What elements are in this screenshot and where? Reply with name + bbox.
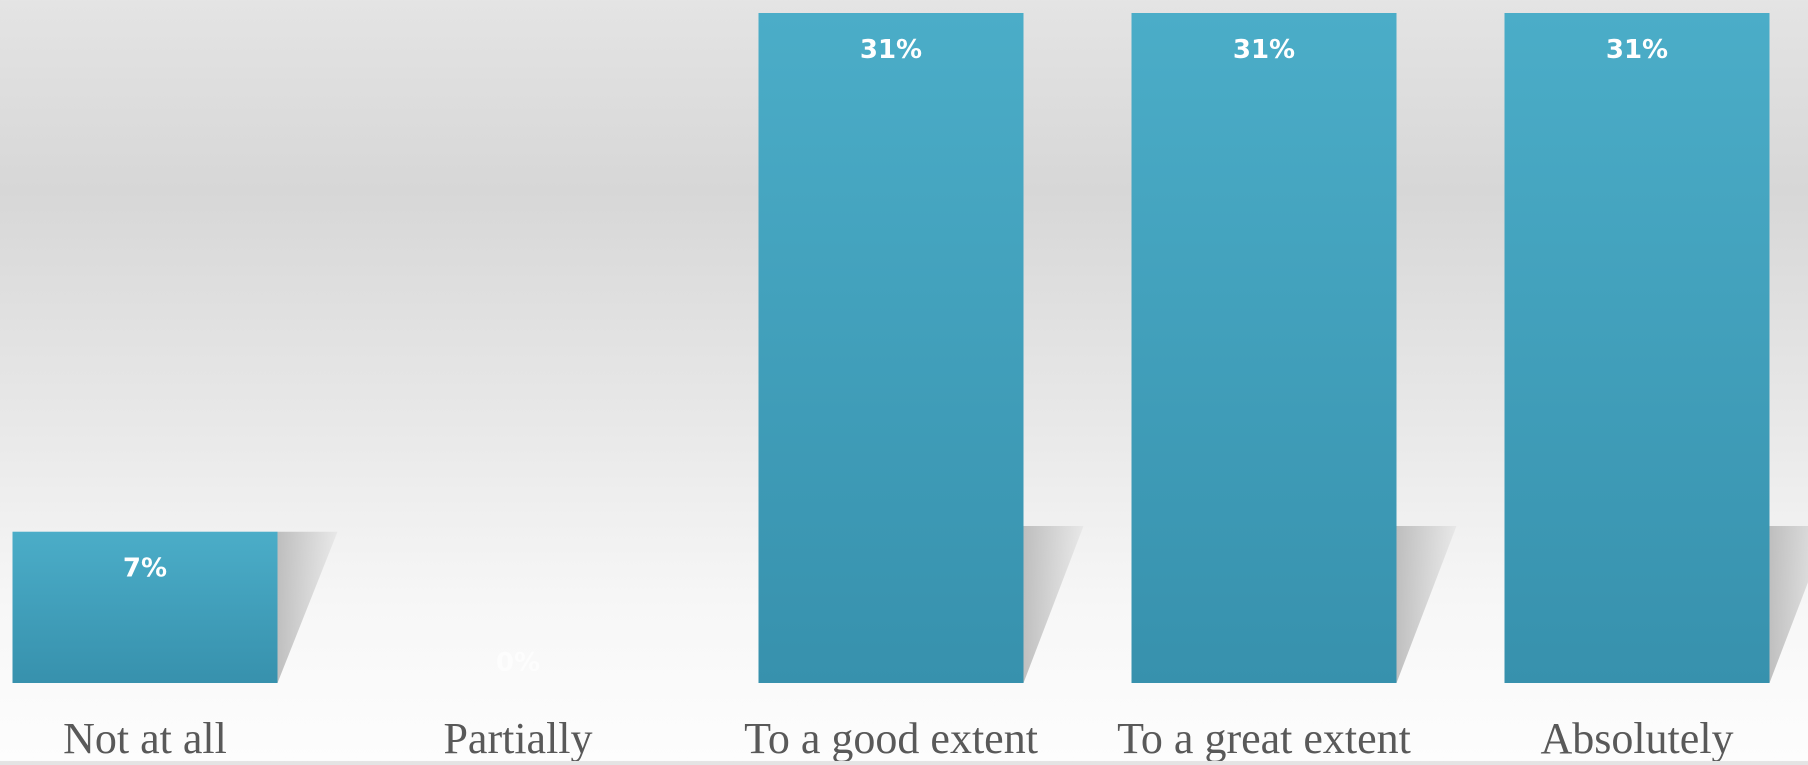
value-label-to-a-good-extent: 31% xyxy=(860,35,922,65)
category-label-not-at-all: Not at all xyxy=(63,714,227,761)
category-label-absolutely: Absolutely xyxy=(1540,714,1733,761)
category-label-to-a-great-extent: To a great extent xyxy=(1117,714,1411,761)
value-label-not-at-all: 7% xyxy=(123,554,167,584)
bar-shadow-not-at-all xyxy=(278,532,338,683)
bar-to-a-good-extent xyxy=(759,13,1024,683)
bar-absolutely xyxy=(1505,13,1770,683)
bars xyxy=(13,13,1770,683)
value-label-partially: 0% xyxy=(496,648,540,678)
category-labels: Not at all Partially To a good extent To a … xyxy=(63,714,1733,761)
bar-shadow-to-a-great-extent xyxy=(1397,526,1457,683)
bar-shadow-to-a-good-extent xyxy=(1024,526,1084,683)
bar-shadow-absolutely xyxy=(1770,526,1808,683)
value-label-to-a-great-extent: 31% xyxy=(1233,35,1295,65)
value-label-absolutely: 31% xyxy=(1606,35,1668,65)
category-label-partially: Partially xyxy=(443,714,592,761)
bar-to-a-great-extent xyxy=(1132,13,1397,683)
category-label-to-a-good-extent: To a good extent xyxy=(744,714,1038,761)
